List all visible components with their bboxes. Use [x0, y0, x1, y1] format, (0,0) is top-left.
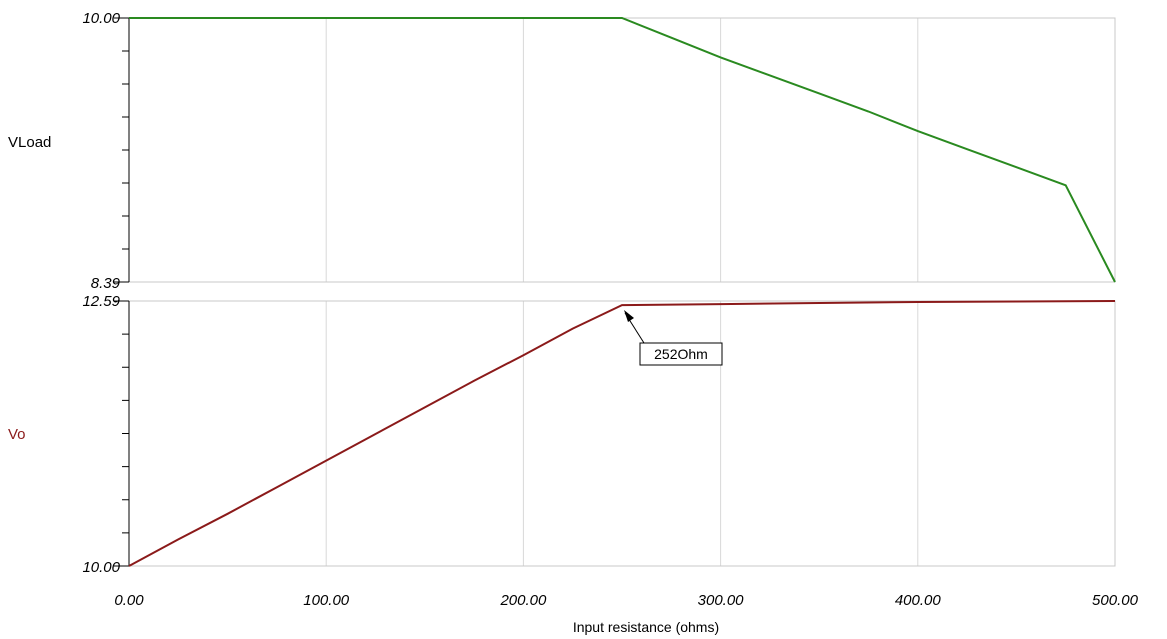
x-tick-label: 0.00 — [114, 592, 144, 609]
y-axis-label: VLoad — [8, 134, 51, 151]
annotation-label: 252Ohm — [654, 346, 708, 362]
y-axis-label: Vo — [8, 426, 26, 443]
y-tick-label-top: 12.59 — [82, 293, 120, 310]
plot-frame — [128, 300, 1116, 567]
y-tick-label-bottom: 8.39 — [91, 275, 121, 292]
x-tick-label: 100.00 — [303, 592, 350, 609]
x-tick-labels: 0.00 100.00 200.00 300.00 400.00 500.00 — [114, 592, 1138, 609]
series-line-vload — [129, 17, 1116, 283]
panel-vo: 12.59 10.00 Vo 252Ohm — [8, 293, 1116, 576]
annotation: 252Ohm — [624, 310, 723, 366]
x-tick-label: 300.00 — [698, 592, 745, 609]
panel-vload: 10.00 8.39 VLoad — [8, 10, 1116, 292]
y-tick-label-top: 10.00 — [82, 10, 120, 27]
x-tick-label: 200.00 — [499, 592, 547, 609]
x-tick-label: 400.00 — [895, 592, 942, 609]
y-ticks — [114, 17, 129, 283]
y-ticks — [114, 300, 129, 567]
annotation-arrowhead — [624, 310, 634, 322]
series-line-vo — [128, 300, 1116, 567]
annotation-box — [639, 342, 723, 366]
x-axis-label: Input resistance (ohms) — [573, 619, 719, 635]
y-tick-label-bottom: 10.00 — [82, 559, 120, 576]
x-tick-label: 500.00 — [1092, 592, 1139, 609]
grid — [128, 301, 1116, 566]
